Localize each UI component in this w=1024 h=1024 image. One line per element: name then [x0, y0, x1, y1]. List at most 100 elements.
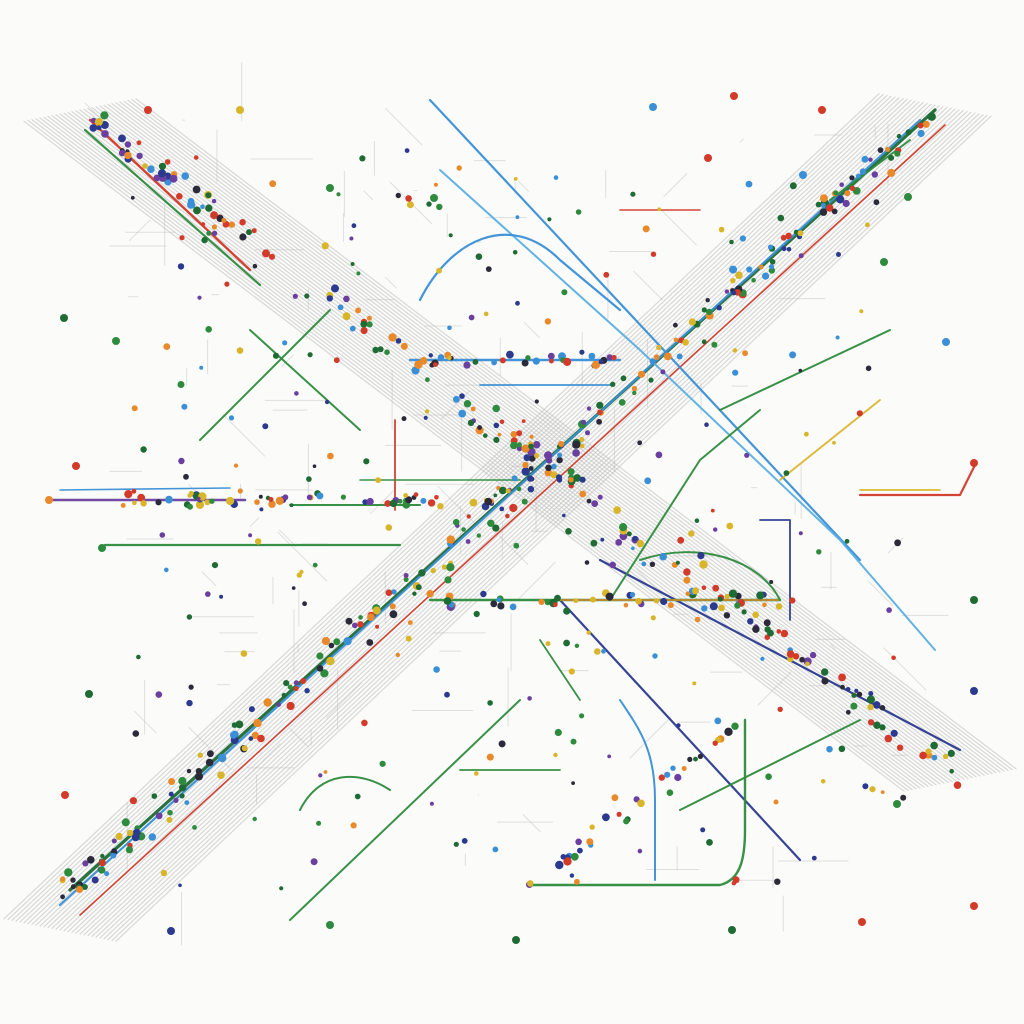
station-dot	[446, 563, 455, 572]
station-dot	[136, 152, 143, 160]
station-dot	[562, 513, 566, 518]
station-dot	[197, 295, 202, 300]
station-dot	[571, 781, 575, 785]
station-dot	[873, 199, 880, 206]
station-dot	[110, 852, 117, 859]
station-dot	[306, 494, 313, 500]
station-dot	[252, 263, 258, 269]
ghost-branch	[517, 561, 556, 600]
ghost-track	[87, 110, 964, 937]
station-dot	[304, 688, 310, 694]
scatter-dot	[430, 194, 438, 202]
station-dot	[188, 684, 194, 690]
station-dot	[572, 449, 580, 457]
station-dot	[701, 339, 707, 345]
ghost-branch	[523, 321, 540, 339]
station-dot	[839, 182, 844, 187]
station-dot	[131, 405, 138, 412]
station-dot	[850, 702, 858, 710]
station-dot	[397, 498, 403, 504]
station-dot	[534, 453, 540, 459]
station-dot	[475, 253, 483, 260]
station-dot	[350, 262, 355, 266]
station-dot	[425, 377, 430, 383]
station-dot	[775, 603, 783, 610]
station-dot	[195, 772, 203, 781]
scatter-dot	[880, 258, 888, 266]
station-dot	[192, 185, 201, 194]
station-dot	[711, 341, 718, 348]
station-dot	[596, 401, 604, 409]
station-dot	[798, 368, 803, 373]
station-dot	[523, 454, 531, 462]
station-dot	[842, 199, 850, 208]
station-dot	[164, 567, 169, 573]
station-dot	[623, 602, 629, 608]
station-dot	[316, 492, 324, 500]
station-dot	[307, 352, 313, 358]
station-dot	[429, 801, 434, 806]
station-dot	[331, 284, 339, 293]
station-dot	[153, 174, 161, 182]
station-dot	[949, 768, 954, 774]
station-dot	[372, 346, 379, 354]
ghost-branch	[629, 716, 672, 759]
station-dot	[649, 358, 656, 365]
station-dot	[437, 354, 445, 361]
station-dot	[900, 794, 907, 801]
station-dot	[111, 848, 117, 854]
station-dot	[499, 357, 506, 364]
ghost-track	[95, 111, 972, 938]
station-dot	[568, 668, 575, 675]
station-dot	[349, 236, 354, 241]
transit-line	[619, 699, 656, 881]
station-dot	[527, 880, 534, 887]
ghost-track	[91, 110, 968, 937]
station-dot	[140, 446, 147, 453]
ghost-branch	[739, 138, 744, 143]
station-dot	[809, 651, 817, 659]
station-dot	[129, 797, 137, 805]
station-dot	[178, 457, 185, 465]
ghost-branch	[325, 682, 362, 719]
station-dot	[894, 150, 901, 157]
station-dot	[75, 885, 84, 894]
station-dot	[675, 560, 680, 565]
station-dot	[168, 778, 176, 785]
station-dot	[631, 385, 638, 392]
ghost-track	[67, 106, 944, 933]
station-dot	[126, 829, 134, 837]
station-dot	[637, 848, 643, 854]
station-dot	[240, 650, 248, 657]
station-dot	[868, 691, 874, 696]
station-dot	[632, 390, 637, 396]
station-dot	[650, 251, 657, 257]
station-dot	[151, 793, 158, 799]
station-dot	[637, 440, 643, 446]
station-dot	[844, 190, 851, 197]
station-dot	[731, 722, 739, 730]
station-dot	[206, 230, 212, 236]
station-dot	[487, 700, 493, 706]
scatter-dot	[818, 106, 826, 114]
station-dot	[492, 846, 499, 853]
station-dot	[792, 653, 800, 660]
ghost-branch	[188, 727, 232, 770]
station-dot	[101, 130, 109, 138]
station-dot	[211, 198, 217, 204]
station-dot	[701, 307, 707, 313]
station-dot	[555, 860, 564, 870]
station-dot	[405, 496, 413, 504]
station-dot	[287, 684, 293, 690]
station-dot	[877, 147, 884, 154]
station-dot	[466, 514, 471, 519]
station-dot	[862, 783, 869, 790]
ghost-track	[99, 112, 976, 939]
station-dot	[704, 422, 709, 428]
station-dot	[673, 322, 678, 328]
station-dot	[747, 618, 754, 625]
transit-line	[598, 558, 962, 752]
station-dot	[917, 122, 924, 129]
station-dot	[667, 602, 674, 609]
